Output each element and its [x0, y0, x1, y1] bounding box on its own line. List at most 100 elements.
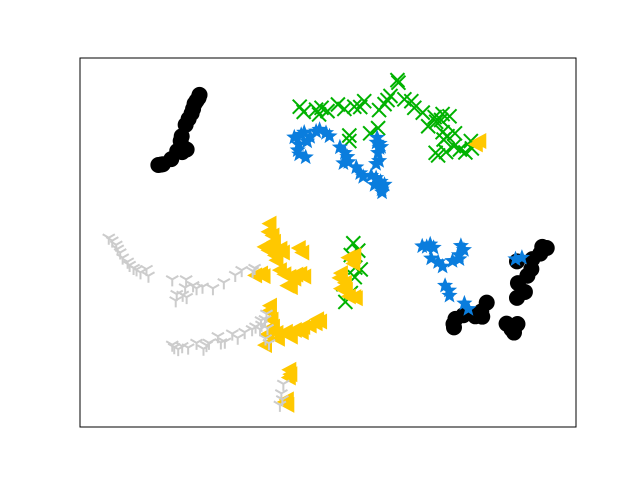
data-point-x-12 [311, 106, 327, 123]
data-point-star-19 [352, 164, 369, 180]
data-point-triangle-left-8 [268, 252, 284, 269]
data-point-tri-39 [238, 327, 252, 340]
data-point-star-0 [286, 128, 303, 145]
series-4-triangle-left [247, 133, 487, 413]
data-point-tri-19 [217, 277, 231, 290]
series-0-circle [150, 86, 208, 174]
data-point-star-10 [289, 141, 306, 158]
data-point-star-2 [296, 124, 313, 140]
data-point-star-40 [425, 239, 442, 255]
data-point-star-43 [434, 258, 451, 274]
data-point-x-9 [346, 99, 362, 115]
data-point-star-8 [299, 132, 316, 149]
data-point-x-8 [336, 101, 353, 117]
data-point-triangle-left-25 [255, 268, 271, 285]
data-point-x-43 [345, 235, 362, 251]
data-point-tri-57 [273, 400, 287, 412]
data-point-x-25 [428, 114, 444, 130]
data-point-star-24 [366, 176, 383, 192]
data-point-x-32 [430, 147, 446, 164]
data-point-circle-17 [152, 156, 169, 173]
data-point-star-41 [423, 249, 440, 266]
data-point-circle-9 [508, 289, 525, 306]
series-2-x [292, 72, 480, 310]
data-point-triangle-left-45 [269, 330, 285, 347]
data-point-star-20 [355, 168, 372, 184]
data-point-x-18 [379, 92, 396, 108]
data-point-circle-17 [445, 319, 462, 336]
data-point-tri-13 [165, 275, 179, 287]
data-point-star-54 [507, 250, 524, 266]
data-point-x-19 [406, 100, 423, 116]
data-point-triangle-left-12 [274, 244, 290, 261]
data-point-star-26 [376, 176, 393, 192]
data-point-x-7 [330, 96, 346, 113]
data-point-star-44 [444, 252, 461, 268]
data-point-tri-12 [141, 271, 156, 283]
data-point-tri-44 [211, 331, 225, 344]
data-point-star-5 [311, 121, 328, 137]
data-point-star-3 [302, 128, 319, 144]
data-point-triangle-left-54 [312, 313, 328, 330]
data-point-x-17 [371, 102, 387, 118]
data-point-x-26 [420, 118, 436, 134]
data-point-triangle-left-23 [282, 279, 298, 296]
data-point-star-39 [422, 235, 439, 252]
data-point-tri-20 [228, 270, 242, 282]
data-point-star-32 [371, 152, 388, 168]
data-point-triangle-left-1 [467, 136, 483, 153]
series-1-circle [445, 238, 555, 341]
data-point-star-7 [321, 127, 338, 144]
data-point-star-49 [437, 277, 454, 293]
data-point-star-52 [456, 294, 473, 311]
data-point-star-35 [369, 129, 386, 145]
data-point-star-36 [373, 138, 390, 154]
data-point-triangle-left-26 [247, 267, 263, 284]
data-point-star-6 [317, 124, 335, 140]
series-3-star [286, 121, 530, 316]
data-point-star-23 [372, 173, 389, 189]
data-point-x-6 [352, 99, 368, 115]
data-point-x-29 [447, 125, 463, 141]
data-point-triangle-left-10 [256, 238, 272, 255]
plot-frame [79, 57, 577, 428]
data-point-star-18 [348, 158, 365, 175]
data-point-star-48 [451, 250, 468, 266]
data-point-tri-38 [245, 324, 259, 337]
data-point-x-0 [389, 72, 406, 88]
data-point-x-30 [435, 131, 452, 148]
data-point-x-33 [438, 144, 454, 160]
data-point-tri-28 [169, 296, 183, 308]
data-point-star-51 [441, 287, 458, 303]
data-point-tri-14 [179, 275, 193, 287]
data-point-tri-47 [196, 344, 211, 356]
data-point-star-9 [290, 135, 307, 152]
data-point-star-11 [291, 145, 308, 162]
data-point-tri-54 [276, 379, 290, 391]
data-point-x-39 [370, 120, 386, 136]
data-point-star-42 [430, 253, 447, 269]
data-point-triangle-left-29 [345, 255, 361, 272]
data-point-star-13 [331, 138, 348, 155]
data-point-star-17 [335, 154, 352, 170]
data-point-star-47 [452, 237, 469, 253]
data-point-star-14 [336, 144, 353, 160]
data-point-tri-17 [195, 282, 210, 294]
data-point-star-22 [368, 169, 385, 185]
data-point-tri-23 [248, 263, 262, 275]
data-point-tri-41 [225, 329, 239, 341]
data-point-star-53 [460, 300, 477, 316]
data-point-tri-48 [189, 338, 204, 350]
data-point-circle-21 [503, 321, 520, 338]
data-point-x-23 [441, 108, 458, 125]
data-point-x-20 [415, 104, 431, 121]
series-5-tri [102, 233, 290, 412]
data-point-x-1 [390, 75, 407, 91]
data-point-star-55 [513, 249, 530, 265]
data-point-x-13 [308, 101, 324, 118]
data-point-circle-13 [474, 308, 491, 325]
data-point-tri-53 [165, 340, 179, 352]
data-point-triangle-left-14 [294, 244, 310, 261]
